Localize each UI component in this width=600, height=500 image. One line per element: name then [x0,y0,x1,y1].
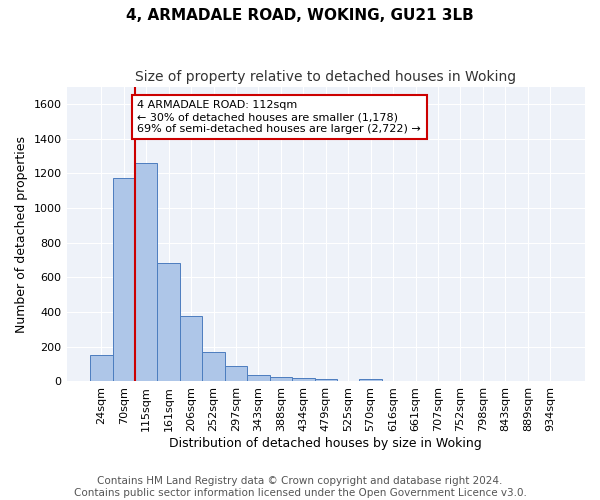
Y-axis label: Number of detached properties: Number of detached properties [15,136,28,332]
Bar [135,163,157,382]
Bar [202,352,225,382]
Bar [157,264,180,382]
Bar [225,366,247,382]
X-axis label: Distribution of detached houses by size in Woking: Distribution of detached houses by size … [169,437,482,450]
Bar [292,378,314,382]
Bar [180,316,202,382]
Bar [113,178,135,382]
Title: Size of property relative to detached houses in Woking: Size of property relative to detached ho… [135,70,517,84]
Bar [90,354,113,382]
Text: 4, ARMADALE ROAD, WOKING, GU21 3LB: 4, ARMADALE ROAD, WOKING, GU21 3LB [126,8,474,22]
Bar [359,380,382,382]
Text: 4 ARMADALE ROAD: 112sqm
← 30% of detached houses are smaller (1,178)
69% of semi: 4 ARMADALE ROAD: 112sqm ← 30% of detache… [137,100,421,134]
Bar [314,379,337,382]
Bar [269,376,292,382]
Text: Contains HM Land Registry data © Crown copyright and database right 2024.
Contai: Contains HM Land Registry data © Crown c… [74,476,526,498]
Bar [247,375,269,382]
